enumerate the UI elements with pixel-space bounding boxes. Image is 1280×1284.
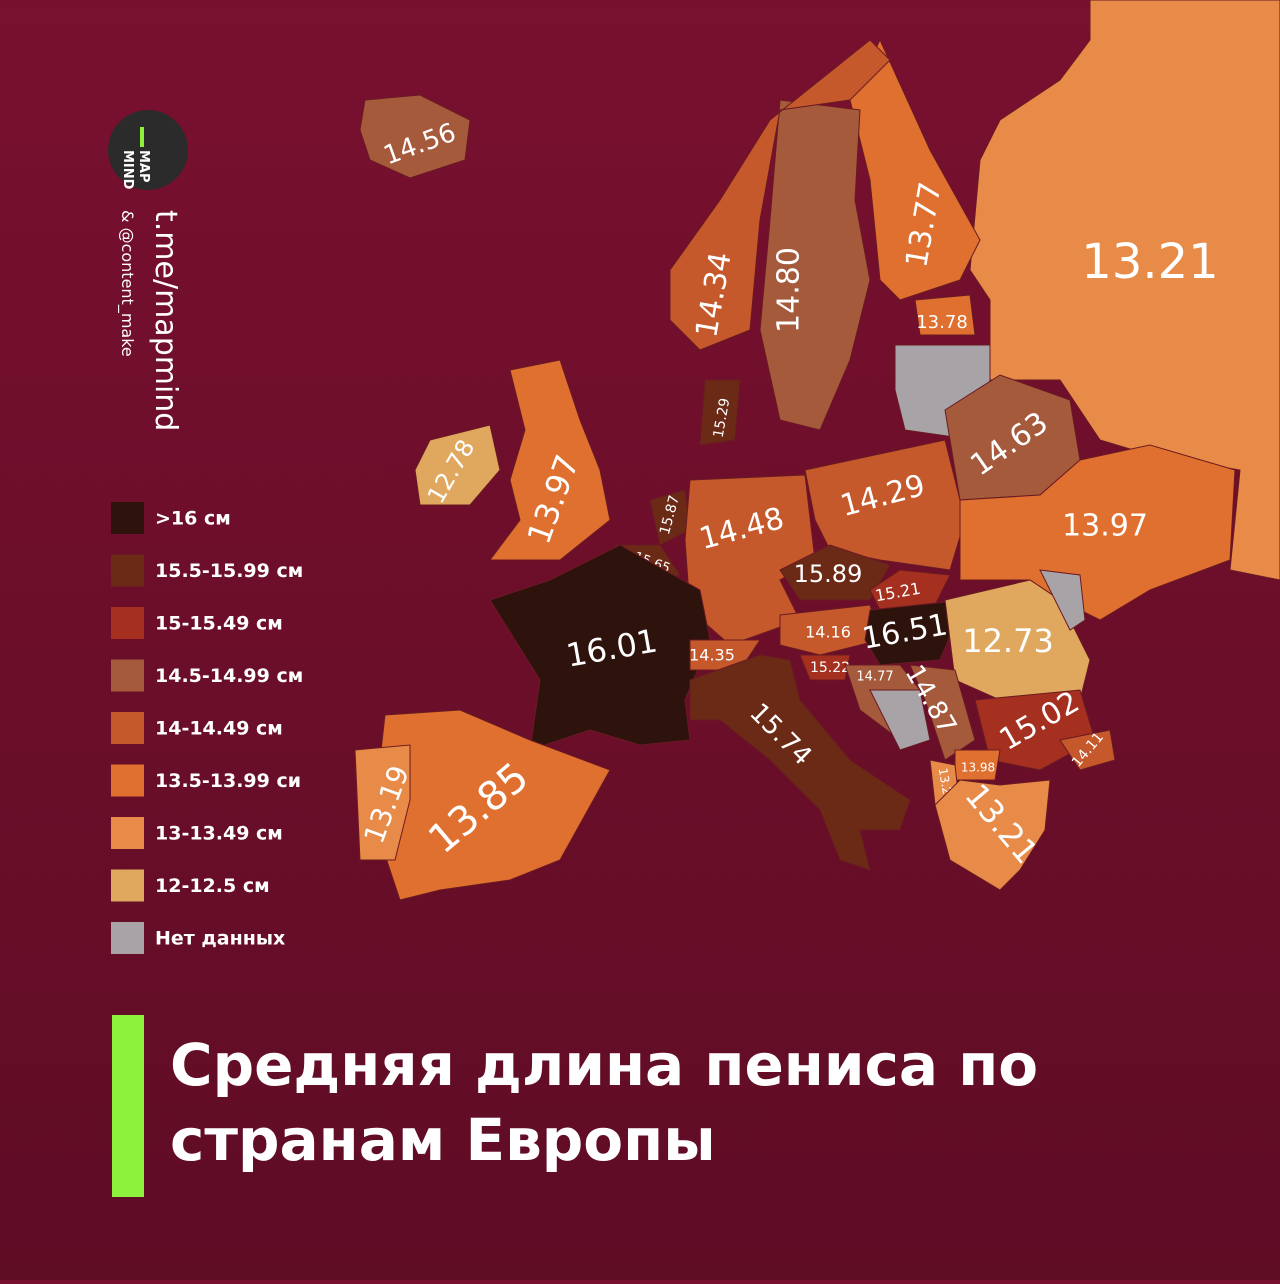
channel: t.me/mapmind [148,210,183,431]
country [759,99,871,431]
title-bar [112,1015,144,1197]
country-label: 13.21 [1081,234,1218,290]
logo-text: MAP [136,150,151,183]
country [869,569,951,611]
country [354,744,411,861]
legend-label: >16 см [155,508,231,530]
legend-swatch [111,817,144,849]
country [959,444,1236,621]
country-label: 14.77 [856,670,893,685]
country [359,94,471,179]
country [1059,729,1116,771]
country [489,544,711,751]
country [804,439,966,571]
country-label: 13.97 [1062,509,1148,544]
country [669,39,891,351]
country [914,294,976,336]
country [689,654,911,871]
legend-label: 14.5-14.99 см [155,665,303,687]
logo-text: MIND [120,150,135,190]
country [1039,569,1086,631]
country-label: 14.35 [689,646,735,665]
legend-swatch [111,502,144,534]
country [799,654,851,681]
country-label: 12.73 [962,622,1054,660]
country [934,779,1051,891]
legend-label: Нет данных [155,928,285,950]
legend-label: 15-15.49 см [155,613,283,635]
legend-swatch [111,764,144,797]
country [489,359,611,561]
country-label: 15.29 [711,397,734,439]
country-label: 13.98 [961,761,995,775]
country [699,379,741,446]
country [944,579,1091,701]
legend-label: 13-13.49 см [155,823,283,845]
legend-label: 14-14.49 см [155,718,283,740]
legend-label: 15.5-15.99 см [155,560,303,582]
legend-swatch [111,607,144,639]
country [779,604,881,656]
credit: & @content_make [117,210,137,357]
country-label: 13.78 [916,312,968,333]
legend-swatch [111,869,144,902]
legend-label: 13.5-13.99 си [155,770,301,792]
legend-swatch [111,922,144,954]
country-label: 15.22 [810,660,850,676]
country [414,424,501,506]
country-label: 14.16 [805,623,851,642]
country [779,544,891,601]
logo [108,110,188,190]
legend-swatch [111,712,144,744]
country [969,0,1280,581]
legend-label: 12-12.5 см [155,875,270,897]
country [869,689,931,751]
country-label: 15.89 [794,560,863,588]
legend-swatch [111,554,144,587]
title: странам Европы [170,1106,716,1174]
country-label: 14.80 [772,247,807,333]
title: Средняя длина пениса по [170,1031,1038,1099]
legend-swatch [111,659,144,692]
logo-bar [140,127,144,147]
